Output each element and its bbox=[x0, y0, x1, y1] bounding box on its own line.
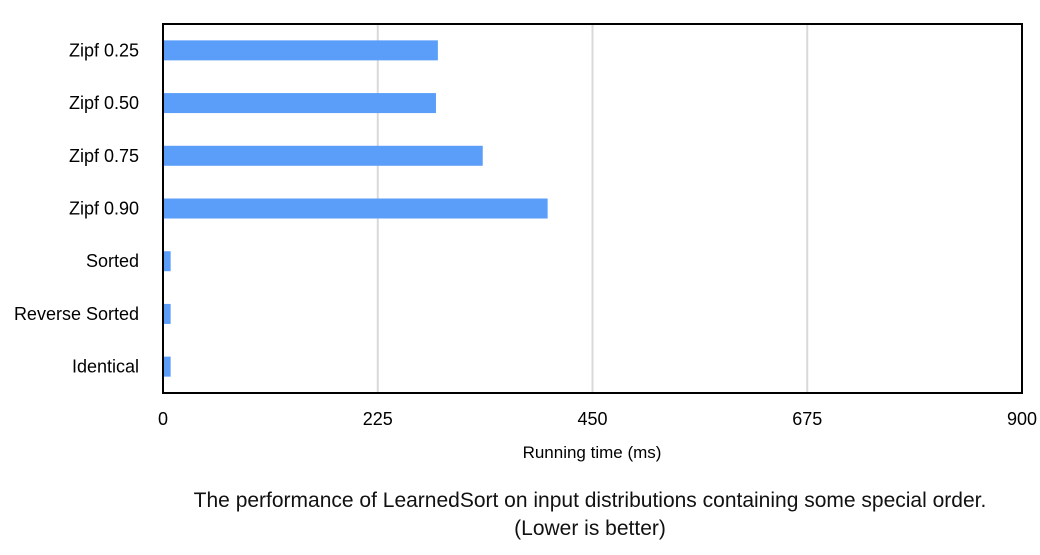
category-label: Identical bbox=[72, 357, 139, 377]
x-tick-label: 675 bbox=[792, 409, 822, 429]
category-label: Reverse Sorted bbox=[14, 304, 139, 324]
bar bbox=[163, 93, 436, 114]
bar bbox=[163, 356, 171, 377]
bars bbox=[163, 40, 548, 377]
category-label: Sorted bbox=[86, 251, 139, 271]
bar-chart: Zipf 0.25 Zipf 0.50 Zipf 0.75 Zipf 0.90 Sort… bbox=[14, 23, 1037, 462]
bar bbox=[163, 198, 548, 219]
plot-area-frame bbox=[162, 23, 1023, 394]
bar bbox=[163, 40, 438, 61]
category-label: Zipf 0.50 bbox=[69, 93, 139, 113]
category-labels: Zipf 0.25 Zipf 0.50 Zipf 0.75 Zipf 0.90 Sort… bbox=[14, 40, 139, 376]
bar bbox=[163, 251, 171, 272]
figure-caption: The performance of LearnedSort on input … bbox=[193, 489, 987, 540]
x-tick-label: 450 bbox=[577, 409, 607, 429]
category-label: Zipf 0.75 bbox=[69, 146, 139, 166]
bar bbox=[163, 303, 171, 324]
x-tick-label: 225 bbox=[363, 409, 393, 429]
x-tick-label: 900 bbox=[1007, 409, 1037, 429]
category-label: Zipf 0.90 bbox=[69, 199, 139, 219]
x-axis-title: Running time (ms) bbox=[523, 443, 662, 462]
x-tick-labels: 0 225 450 675 900 bbox=[158, 409, 1037, 429]
x-tick-label: 0 bbox=[158, 409, 168, 429]
category-label: Zipf 0.25 bbox=[69, 40, 139, 60]
bar bbox=[163, 145, 483, 166]
